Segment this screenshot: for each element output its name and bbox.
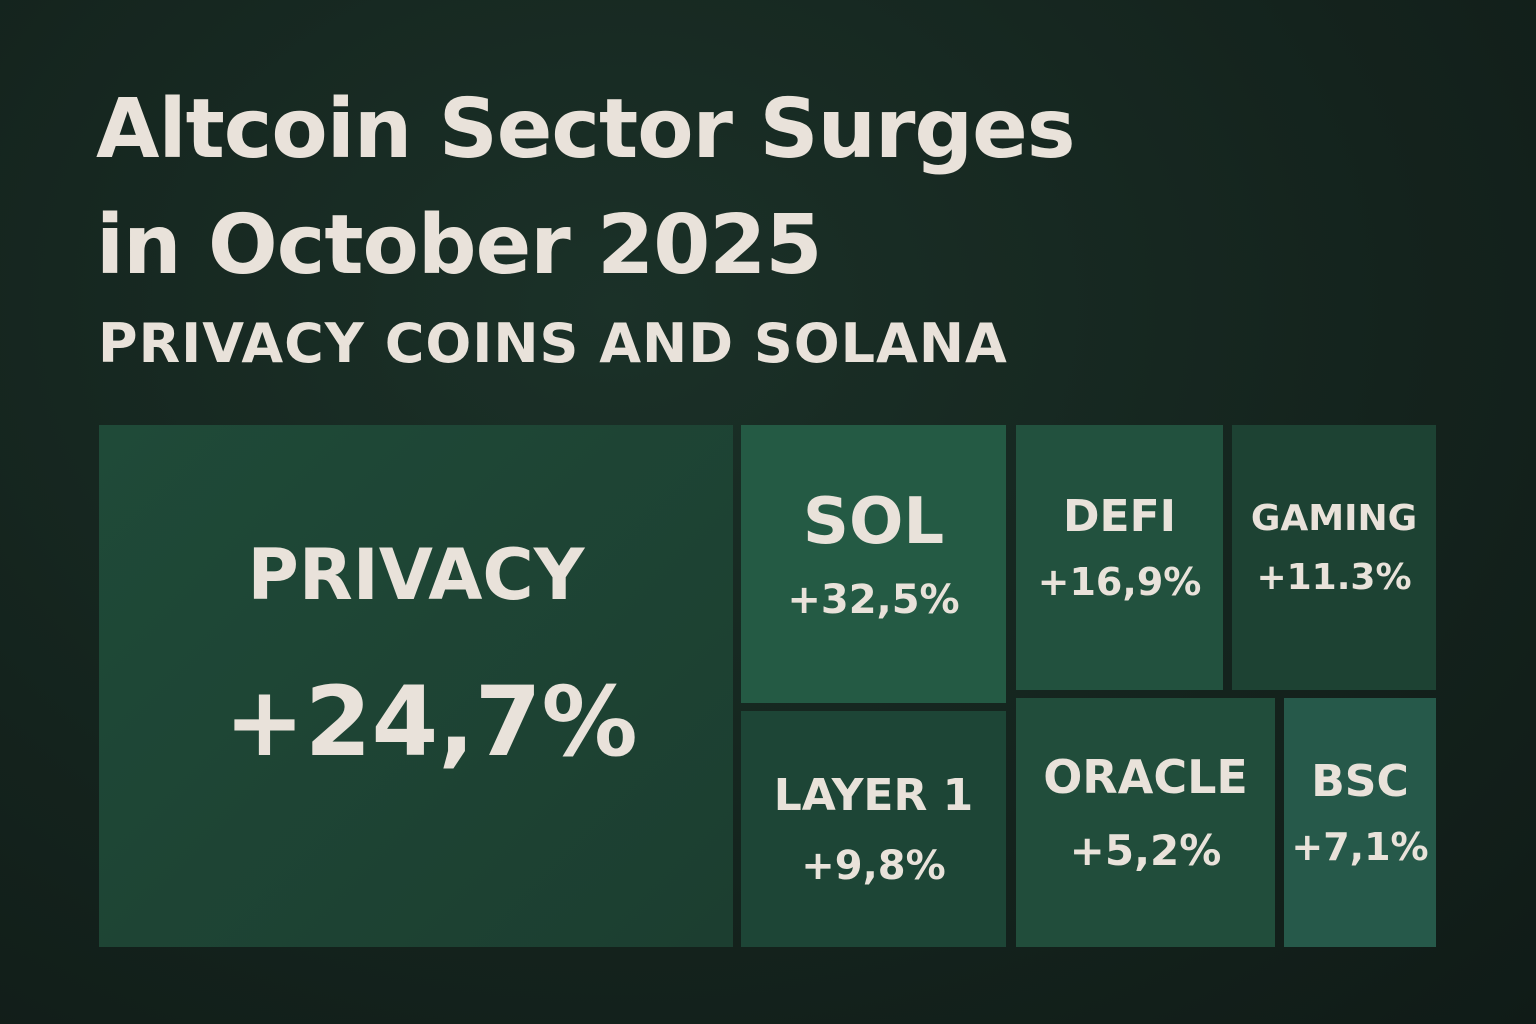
tile: DEFI +16,9% [1016, 425, 1223, 690]
tile: GAMING +11.3% [1232, 425, 1436, 690]
tile-label: LAYER 1 [773, 769, 974, 821]
tile: PRIVACY +24,7% [99, 425, 733, 947]
tile: BSC +7,1% [1284, 698, 1436, 947]
tile-label: PRIVACY [247, 534, 585, 616]
title-line: Altcoin Sector Surges [96, 82, 1076, 177]
tile-value: +5,2% [1069, 826, 1222, 875]
tile: LAYER 1 +9,8% [741, 711, 1006, 947]
tile-label: ORACLE [1043, 750, 1248, 804]
tile-value: +9,8% [801, 842, 946, 889]
tile: ORACLE +5,2% [1016, 698, 1275, 947]
subtitle: PRIVACY COINS AND SOLANA [98, 312, 1008, 375]
tile-value: +11.3% [1256, 556, 1412, 598]
tile-label: BSC [1311, 756, 1409, 807]
tile-value: +16,9% [1037, 560, 1202, 604]
tile: SOL +32,5% [741, 425, 1006, 703]
tile-label: DEFI [1062, 491, 1176, 542]
title: Altcoin Sector Surges in October 2025 [96, 72, 1076, 304]
tile-label: GAMING [1250, 497, 1418, 539]
tile-value: +32,5% [787, 577, 960, 623]
tile-value: +24,7% [224, 666, 638, 778]
title-line: in October 2025 [96, 198, 822, 293]
tile-value: +7,1% [1291, 825, 1429, 869]
tile-label: SOL [802, 485, 945, 559]
